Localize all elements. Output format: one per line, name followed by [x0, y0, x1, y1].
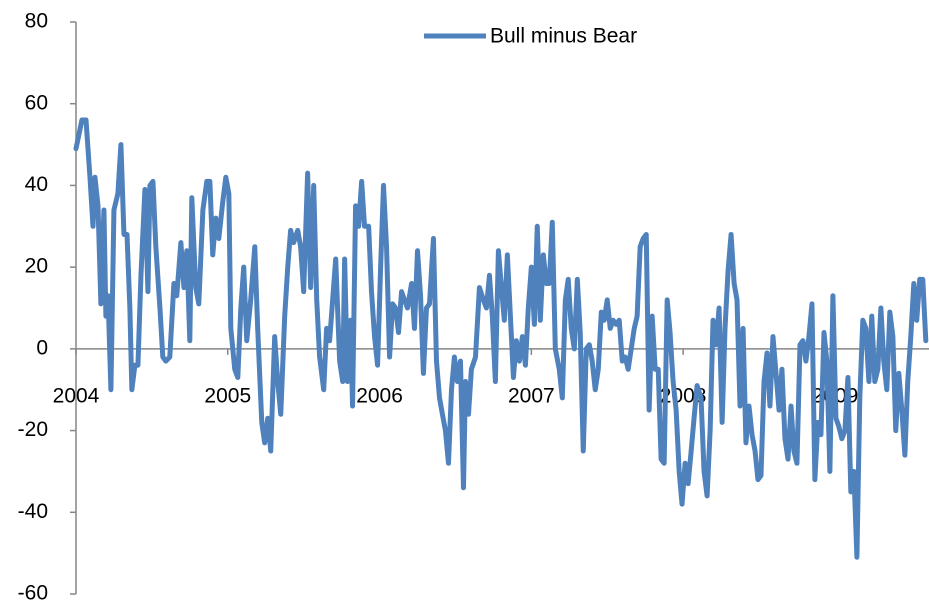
y-tick-label: -60: [18, 582, 48, 603]
y-tick-label: 80: [25, 10, 48, 33]
x-tick-label: 2005: [204, 384, 251, 407]
y-tick-label: 0: [36, 336, 48, 359]
x-tick-label: 2006: [356, 384, 403, 407]
x-tick-label: 2007: [508, 384, 555, 407]
legend-label: Bull minus Bear: [490, 25, 637, 48]
y-tick-label: 60: [25, 91, 48, 114]
y-tick-label: 40: [25, 173, 48, 196]
y-tick-label: 20: [25, 255, 48, 278]
legend: Bull minus Bear: [424, 25, 637, 48]
y-tick-label: -20: [18, 418, 48, 441]
data-line: [73, 117, 929, 560]
y-tick-label: -40: [18, 500, 48, 523]
x-tick-label: 2004: [53, 384, 100, 407]
